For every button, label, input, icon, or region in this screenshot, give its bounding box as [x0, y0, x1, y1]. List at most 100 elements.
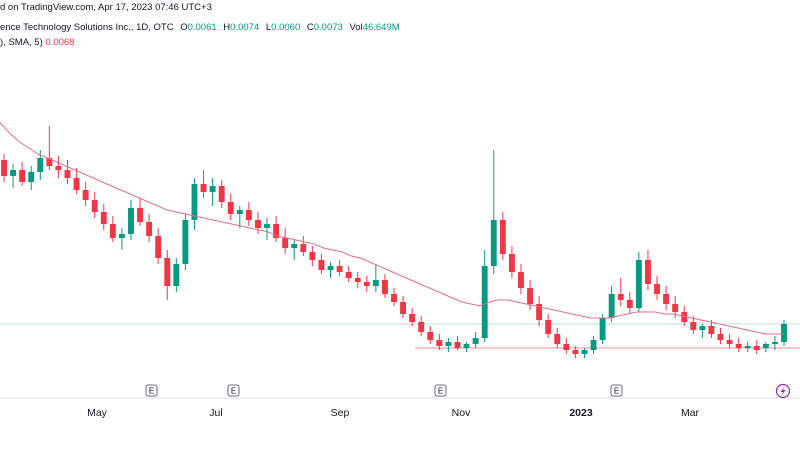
candle-body[interactable]: [436, 340, 443, 346]
event-markers: E E E E: [145, 384, 623, 397]
candle-body[interactable]: [191, 184, 198, 220]
x-tick-label: Mar: [681, 407, 700, 419]
candle-body[interactable]: [345, 272, 352, 278]
candle-body[interactable]: [55, 166, 62, 170]
candle-body[interactable]: [508, 254, 515, 272]
candle-body[interactable]: [173, 264, 180, 286]
candle-body[interactable]: [699, 326, 706, 330]
candle-body[interactable]: [391, 294, 397, 302]
candle-body[interactable]: [318, 260, 325, 270]
candle-body[interactable]: [354, 278, 361, 282]
candle-body[interactable]: [300, 244, 307, 252]
candle-body[interactable]: [545, 320, 552, 334]
candle-body[interactable]: [291, 244, 298, 248]
candle-body[interactable]: [264, 224, 270, 228]
x-tick-label: Jul: [209, 407, 222, 419]
event-marker[interactable]: E: [434, 384, 447, 397]
candle-body[interactable]: [690, 322, 697, 330]
candle-body[interactable]: [427, 332, 434, 340]
candle-body[interactable]: [1, 160, 7, 176]
candle-body[interactable]: [182, 220, 189, 264]
candle-body[interactable]: [118, 234, 125, 238]
candle-body[interactable]: [309, 252, 316, 260]
candle-body[interactable]: [581, 350, 588, 354]
candle-body[interactable]: [735, 344, 742, 348]
candle-body[interactable]: [762, 344, 769, 348]
candle-body[interactable]: [590, 340, 597, 350]
candle-body[interactable]: [626, 300, 633, 308]
candle-body[interactable]: [781, 324, 787, 342]
candle-body[interactable]: [282, 238, 289, 248]
candle-body[interactable]: [10, 170, 17, 176]
svg-text:E: E: [614, 387, 619, 396]
candle-body[interactable]: [91, 200, 98, 212]
svg-text:E: E: [438, 387, 443, 396]
candle-body[interactable]: [744, 346, 751, 348]
candle-body[interactable]: [409, 314, 416, 322]
candle-body[interactable]: [37, 158, 44, 172]
candle-body[interactable]: [255, 220, 261, 228]
event-marker[interactable]: E: [610, 384, 623, 397]
candle-body[interactable]: [209, 186, 216, 192]
candle-body[interactable]: [19, 170, 26, 182]
candle-body[interactable]: [400, 302, 407, 314]
candle-body[interactable]: [672, 304, 679, 312]
candle-body[interactable]: [472, 338, 479, 344]
candle-body[interactable]: [708, 326, 715, 334]
candle-body[interactable]: [128, 208, 134, 234]
candle-body[interactable]: [218, 186, 225, 202]
candle-body[interactable]: [454, 342, 461, 348]
candle-body[interactable]: [617, 294, 624, 300]
candle-body[interactable]: [654, 284, 660, 294]
candle-body[interactable]: [46, 158, 53, 166]
candle-body[interactable]: [599, 318, 606, 340]
event-marker[interactable]: E: [227, 384, 240, 397]
candle-body[interactable]: [518, 272, 524, 288]
indicator-legend: ), SMA, 5) 0.0068: [0, 37, 74, 48]
candle-body[interactable]: [499, 220, 506, 254]
candle-body[interactable]: [572, 350, 579, 354]
candle-body[interactable]: [771, 342, 778, 344]
event-marker[interactable]: E: [145, 384, 158, 397]
candle-body[interactable]: [363, 282, 370, 286]
candle-body[interactable]: [327, 266, 334, 270]
candle-body[interactable]: [463, 344, 470, 348]
candle-body[interactable]: [635, 260, 642, 308]
open-value: 0.0061: [187, 22, 217, 33]
candle-body[interactable]: [645, 260, 651, 284]
candle-body[interactable]: [273, 224, 280, 238]
candle-body[interactable]: [227, 202, 234, 214]
candle-body[interactable]: [536, 304, 543, 320]
candle-body[interactable]: [137, 208, 143, 222]
candle-body[interactable]: [418, 322, 425, 332]
candle-body[interactable]: [109, 224, 116, 238]
candle-body[interactable]: [82, 190, 89, 200]
candle-body[interactable]: [753, 346, 760, 350]
candle-body[interactable]: [608, 294, 615, 318]
candle-body[interactable]: [100, 212, 107, 224]
candle-body[interactable]: [663, 294, 670, 304]
candle-body[interactable]: [481, 266, 488, 338]
candle-body[interactable]: [164, 258, 171, 286]
candle-body[interactable]: [681, 312, 688, 322]
candle-body[interactable]: [445, 342, 452, 346]
candle-body[interactable]: [563, 344, 570, 350]
candle-body[interactable]: [527, 288, 533, 304]
lightning-icon[interactable]: [775, 383, 791, 399]
candle-body[interactable]: [200, 184, 207, 192]
candle-body[interactable]: [381, 280, 388, 294]
candle-body[interactable]: [726, 340, 733, 344]
candle-body[interactable]: [73, 178, 80, 190]
candle-body[interactable]: [245, 210, 252, 220]
candle-body[interactable]: [146, 222, 153, 236]
candle-body[interactable]: [554, 334, 561, 344]
candle-body[interactable]: [490, 220, 497, 266]
candle-body[interactable]: [155, 236, 162, 258]
candle-body[interactable]: [64, 170, 71, 178]
candle-body[interactable]: [372, 280, 379, 286]
candle-body[interactable]: [28, 172, 35, 182]
candle-body[interactable]: [236, 210, 243, 214]
candle-body[interactable]: [717, 334, 724, 340]
candle-body[interactable]: [336, 266, 343, 272]
